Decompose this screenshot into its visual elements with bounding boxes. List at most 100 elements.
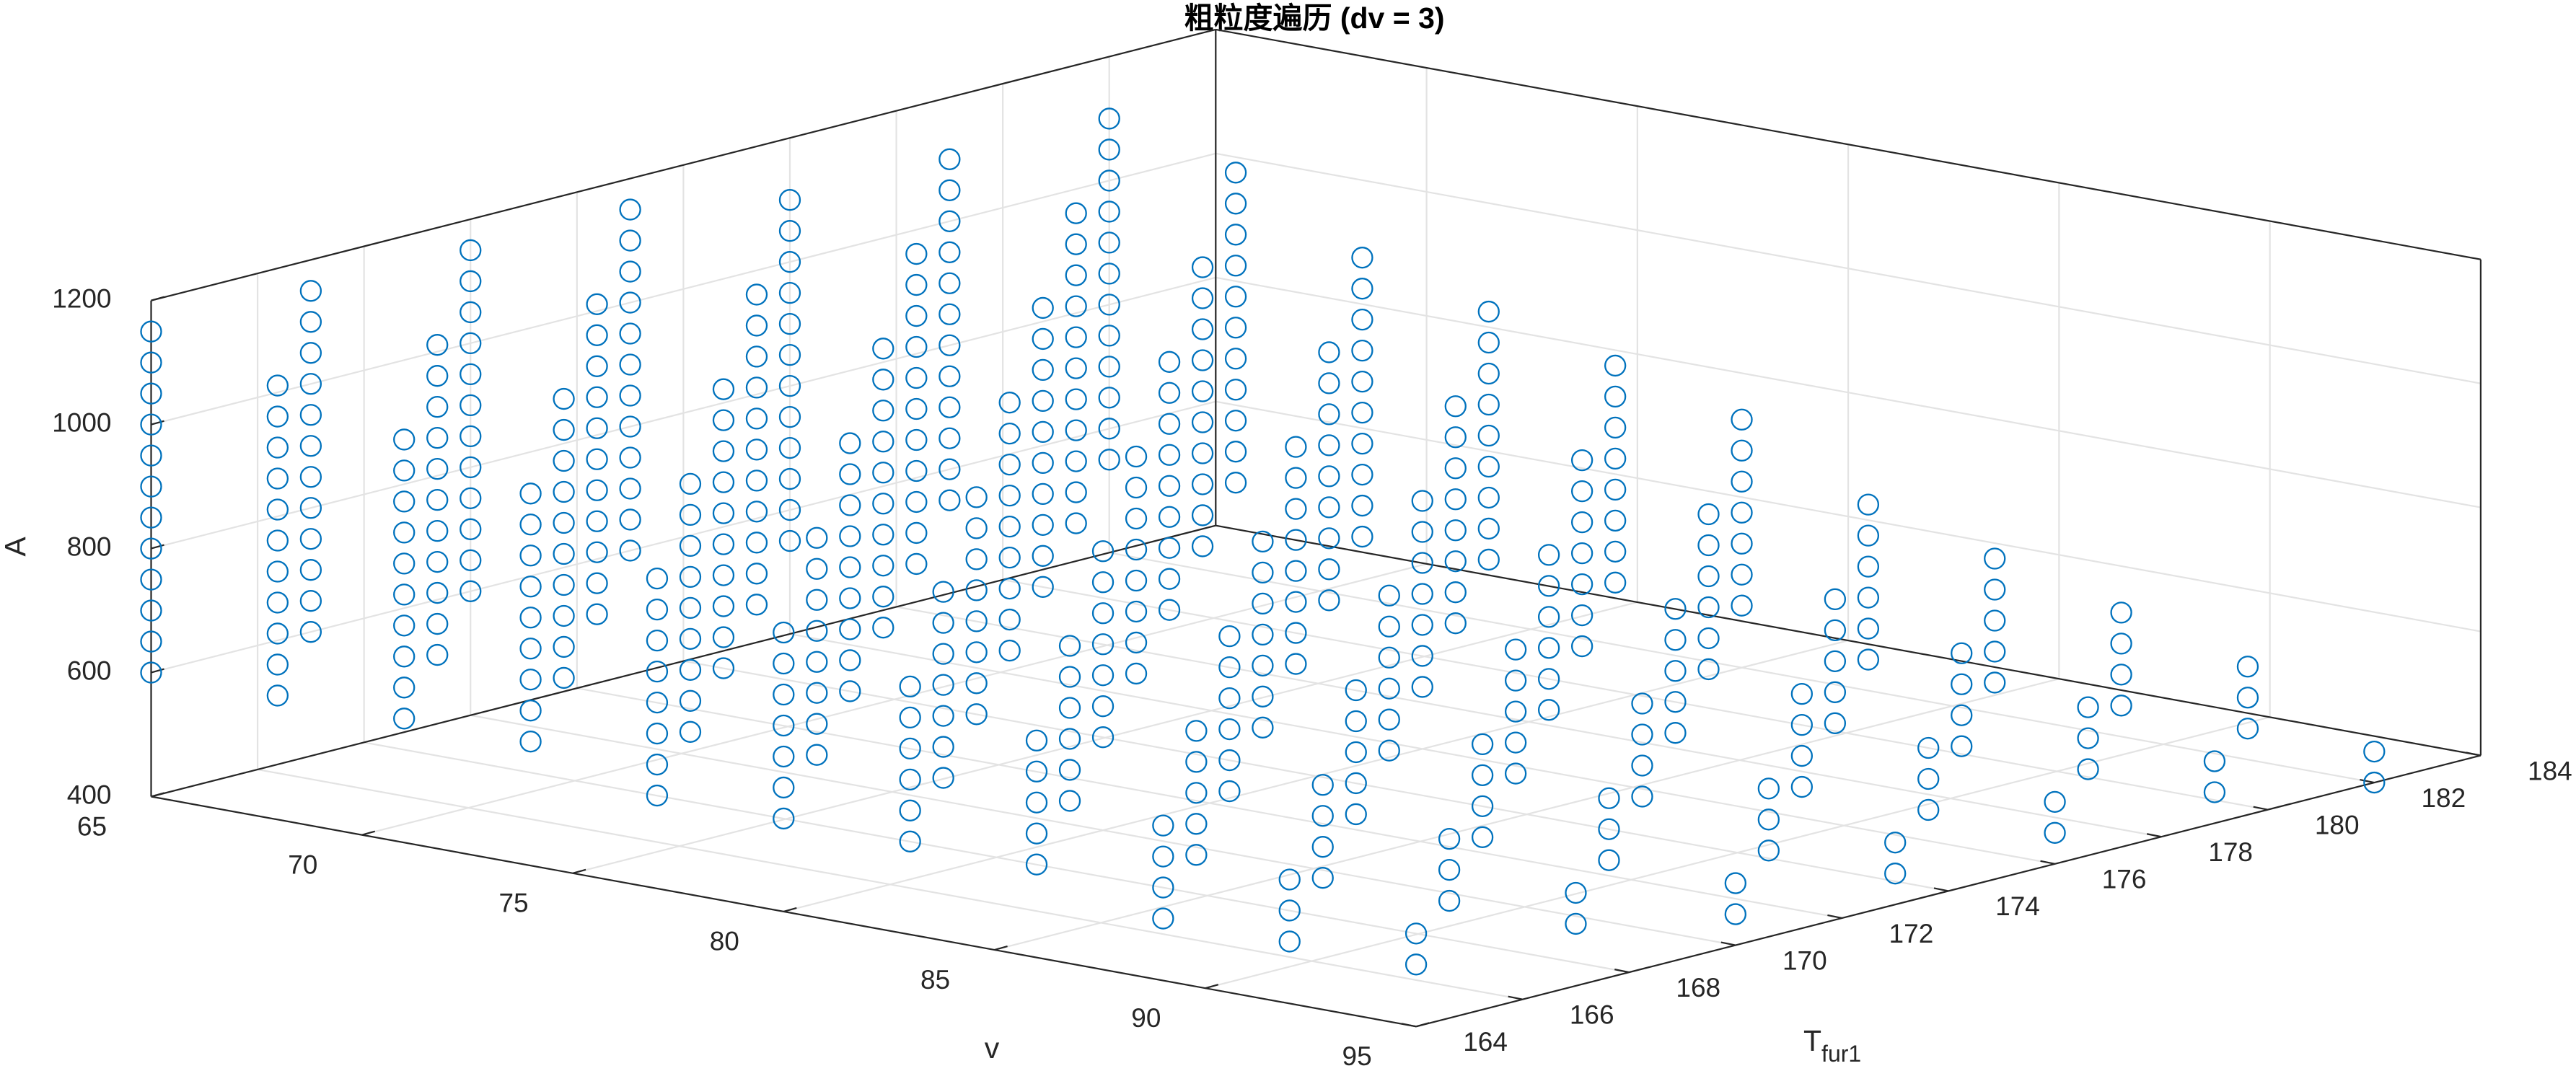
point xyxy=(905,459,928,482)
point xyxy=(2236,718,2259,740)
point xyxy=(619,229,641,252)
point xyxy=(965,579,988,601)
point xyxy=(745,563,768,585)
point xyxy=(965,548,988,570)
point xyxy=(745,501,768,523)
point xyxy=(1125,600,1148,623)
point xyxy=(299,404,322,426)
point xyxy=(2236,656,2259,678)
point xyxy=(1664,691,1687,713)
point xyxy=(1065,264,1087,286)
point xyxy=(619,477,641,500)
point xyxy=(1252,623,1274,646)
point xyxy=(1477,300,1500,323)
point xyxy=(1218,780,1241,803)
point xyxy=(299,497,322,519)
point xyxy=(393,552,416,575)
point xyxy=(778,282,801,304)
point xyxy=(553,573,575,596)
point xyxy=(140,568,162,591)
point xyxy=(1504,762,1527,785)
tick-mark xyxy=(994,945,1008,951)
point xyxy=(1565,881,1587,904)
point xyxy=(1731,532,1753,555)
point xyxy=(905,304,928,327)
point xyxy=(646,567,669,590)
tick-mark xyxy=(2253,806,2268,811)
point xyxy=(140,630,162,653)
point xyxy=(1351,309,1373,331)
point xyxy=(1570,604,1593,627)
point xyxy=(460,239,482,262)
point xyxy=(1224,162,1247,184)
point xyxy=(872,555,894,577)
point xyxy=(806,744,828,766)
point xyxy=(140,320,162,343)
point xyxy=(1098,169,1120,192)
grid-line xyxy=(364,741,1630,974)
point xyxy=(1857,493,1880,516)
point xyxy=(965,703,988,726)
point xyxy=(1537,637,1560,659)
point xyxy=(932,643,954,665)
point xyxy=(679,565,702,589)
point xyxy=(646,722,669,745)
point xyxy=(646,753,669,776)
point xyxy=(1570,480,1593,503)
point xyxy=(965,517,988,539)
grid-line xyxy=(1216,400,2482,633)
point xyxy=(519,700,542,722)
point xyxy=(1185,751,1208,773)
tick-mark xyxy=(151,668,164,674)
point xyxy=(1285,529,1307,551)
point xyxy=(1098,200,1120,223)
point xyxy=(938,458,961,480)
point xyxy=(899,768,921,790)
point xyxy=(586,479,608,501)
point xyxy=(1311,774,1334,796)
point xyxy=(2236,687,2259,709)
point xyxy=(1224,472,1247,494)
point xyxy=(619,539,641,562)
point xyxy=(1158,537,1181,559)
point xyxy=(839,680,861,702)
point xyxy=(619,322,641,345)
point xyxy=(1438,889,1461,912)
point xyxy=(1224,379,1247,401)
point xyxy=(140,537,162,560)
point xyxy=(872,462,894,484)
point xyxy=(1025,760,1048,783)
y-tick-label: 184 xyxy=(2528,756,2572,785)
point xyxy=(1191,442,1214,464)
point xyxy=(679,534,702,557)
grid-line xyxy=(576,687,1842,920)
point xyxy=(899,830,921,852)
point xyxy=(1224,286,1247,308)
point xyxy=(1224,193,1247,215)
point xyxy=(1098,449,1120,471)
point xyxy=(1285,560,1307,582)
point xyxy=(1191,349,1214,371)
point xyxy=(1411,490,1433,512)
point xyxy=(1185,782,1208,804)
point xyxy=(1570,542,1593,565)
point xyxy=(778,220,801,242)
point xyxy=(426,365,449,387)
point xyxy=(1631,785,1653,808)
point xyxy=(519,545,542,567)
point xyxy=(1884,832,1907,854)
point xyxy=(553,542,575,565)
point xyxy=(140,444,162,467)
point xyxy=(778,189,801,211)
point xyxy=(266,684,289,707)
chart-title: 粗粒度遍历 (dv = 3) xyxy=(1184,1,1444,35)
point xyxy=(1224,317,1247,339)
point xyxy=(1032,296,1054,319)
point xyxy=(1604,571,1627,594)
point xyxy=(1724,903,1746,925)
point xyxy=(299,311,322,333)
point xyxy=(2363,771,2386,794)
grid-line xyxy=(1216,276,2482,508)
point xyxy=(1065,233,1087,255)
point xyxy=(1604,478,1627,501)
